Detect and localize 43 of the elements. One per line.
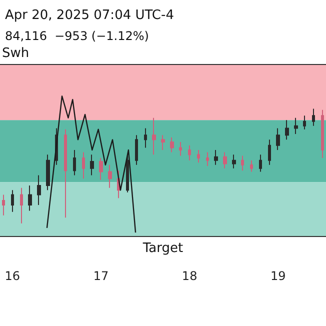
candlestick — [82, 152, 85, 180]
candlestick — [2, 194, 5, 216]
candlestick — [135, 134, 138, 166]
candlestick — [241, 155, 244, 172]
candlestick — [152, 117, 156, 156]
candlestick — [73, 150, 76, 176]
candlestick — [108, 164, 112, 188]
candlestick — [170, 136, 174, 153]
chart-title: Apr 20, 2025 07:04 UTC-4 — [5, 8, 174, 23]
x-tick-label: 16 — [4, 269, 20, 283]
candlestick — [232, 154, 236, 169]
x-tick-label: 18 — [182, 269, 198, 283]
candlestick — [294, 117, 298, 134]
candlestick — [99, 158, 103, 180]
x-tick-label: 19 — [270, 269, 286, 283]
candlestick — [11, 190, 14, 212]
candlestick — [90, 154, 94, 176]
candlestick — [179, 141, 182, 156]
candlestick — [20, 187, 23, 224]
candlestick — [28, 185, 32, 212]
ref-line-label: Target — [142, 241, 184, 256]
candlestick — [321, 109, 324, 159]
candlestick — [259, 154, 262, 172]
candlestick — [214, 150, 218, 166]
ref-line-label: Swh — [2, 46, 30, 61]
candlestick — [250, 160, 253, 172]
chart-subtitle: 84,116 −953 (−1.12%) — [5, 29, 149, 43]
candlestick — [285, 120, 289, 140]
candlestick — [197, 150, 200, 164]
candlestick — [303, 115, 306, 130]
candlestick — [268, 139, 271, 166]
x-tick-label: 17 — [93, 269, 109, 283]
candlestick — [312, 108, 315, 126]
candlestick — [223, 152, 227, 169]
candlestick — [126, 154, 129, 193]
candlestick — [276, 128, 280, 150]
candlestick — [206, 152, 209, 167]
candlestick — [46, 154, 50, 191]
candlestick — [64, 128, 67, 218]
candlestick — [188, 144, 191, 161]
candlestick — [144, 128, 147, 148]
candlestick — [161, 134, 165, 150]
candlestick — [37, 174, 41, 206]
